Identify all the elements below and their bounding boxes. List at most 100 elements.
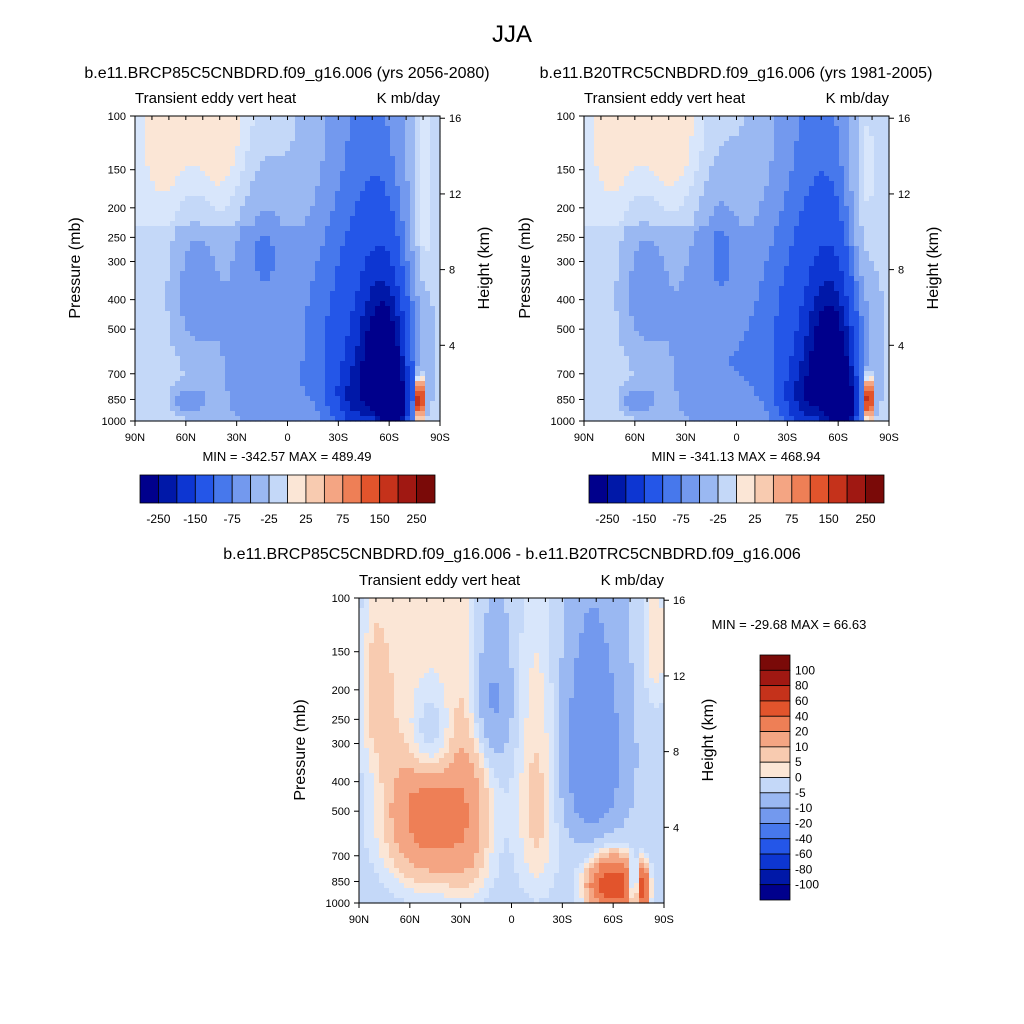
field-cell	[749, 146, 755, 152]
field-cell	[829, 141, 835, 147]
field-cell	[265, 121, 271, 127]
field-cell	[410, 181, 416, 187]
field-cell	[185, 376, 191, 382]
field-cell	[210, 161, 216, 167]
field-cell	[255, 221, 261, 227]
field-cell	[305, 351, 311, 357]
field-cell	[430, 371, 436, 377]
field-cell	[435, 311, 441, 317]
field-cell	[839, 181, 845, 187]
field-cell	[844, 206, 850, 212]
field-cell	[280, 216, 286, 222]
field-cell	[185, 331, 191, 337]
field-cell	[140, 171, 146, 177]
field-cell	[689, 156, 695, 162]
field-cell	[155, 381, 161, 387]
field-cell	[195, 131, 201, 137]
field-cell	[205, 386, 211, 392]
field-cell	[210, 351, 216, 357]
field-cell	[599, 156, 605, 162]
field-cell	[165, 316, 171, 322]
field-cell	[265, 171, 271, 177]
field-cell	[230, 356, 236, 362]
field-cell	[175, 226, 181, 232]
field-cell	[430, 376, 436, 382]
field-cell	[400, 386, 406, 392]
field-cell	[779, 171, 785, 177]
field-cell	[874, 156, 880, 162]
field-cell	[400, 326, 406, 332]
field-cell	[215, 116, 221, 122]
field-cell	[365, 366, 371, 372]
field-cell	[290, 351, 296, 357]
field-cell	[884, 151, 890, 157]
field-cell	[325, 131, 331, 137]
field-cell	[430, 126, 436, 132]
field-cell	[240, 246, 246, 252]
field-cell	[145, 151, 151, 157]
field-cell	[200, 251, 206, 257]
field-cell	[330, 126, 336, 132]
field-cell	[225, 201, 231, 207]
field-cell	[350, 286, 356, 292]
field-cell	[365, 271, 371, 277]
field-cell	[280, 226, 286, 232]
field-cell	[405, 331, 411, 337]
field-cell	[340, 361, 346, 367]
field-cell	[614, 181, 620, 187]
field-cell	[205, 226, 211, 232]
field-cell	[430, 276, 436, 282]
field-cell	[395, 371, 401, 377]
field-cell	[355, 351, 361, 357]
field-cell	[175, 306, 181, 312]
field-cell	[235, 156, 241, 162]
field-cell	[420, 286, 426, 292]
field-cell	[330, 266, 336, 272]
field-cell	[285, 286, 291, 292]
field-cell	[380, 166, 386, 172]
field-cell	[180, 176, 186, 182]
field-cell	[270, 386, 276, 392]
panel-a-right-string: K mb/day	[377, 90, 441, 107]
field-cell	[165, 366, 171, 372]
field-cell	[330, 161, 336, 167]
field-cell	[395, 136, 401, 142]
field-cell	[305, 386, 311, 392]
field-cell	[739, 136, 745, 142]
field-cell	[814, 126, 820, 132]
field-cell	[160, 386, 166, 392]
field-cell	[345, 291, 351, 297]
field-cell	[220, 291, 226, 297]
field-cell	[180, 311, 186, 317]
field-cell	[430, 411, 436, 417]
field-cell	[689, 126, 695, 132]
field-cell	[385, 176, 391, 182]
field-cell	[320, 211, 326, 217]
field-cell	[255, 291, 261, 297]
field-cell	[210, 241, 216, 247]
field-cell	[330, 406, 336, 412]
field-cell	[195, 226, 201, 232]
field-cell	[185, 286, 191, 292]
field-cell	[734, 196, 740, 202]
field-cell	[335, 306, 341, 312]
field-cell	[315, 306, 321, 312]
field-cell	[175, 201, 181, 207]
field-cell	[594, 166, 600, 172]
field-cell	[275, 361, 281, 367]
field-cell	[794, 151, 800, 157]
field-cell	[245, 251, 251, 257]
field-cell	[335, 246, 341, 252]
field-cell	[175, 356, 181, 362]
field-cell	[345, 246, 351, 252]
field-cell	[190, 356, 196, 362]
field-cell	[370, 306, 376, 312]
field-cell	[644, 141, 650, 147]
field-cell	[629, 116, 635, 122]
field-cell	[200, 396, 206, 402]
field-cell	[190, 126, 196, 132]
field-cell	[390, 251, 396, 257]
field-cell	[739, 186, 745, 192]
field-cell	[584, 211, 590, 217]
field-cell	[255, 161, 261, 167]
